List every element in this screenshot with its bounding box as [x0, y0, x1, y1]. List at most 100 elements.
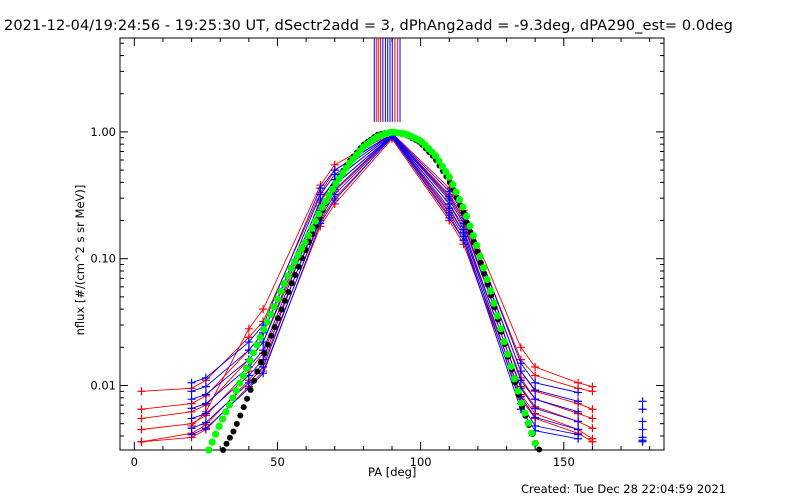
x-tick-label: 100: [410, 455, 432, 469]
fit-point: [212, 430, 220, 438]
fit-point: [504, 350, 512, 358]
data-point-marker: [516, 343, 525, 352]
series-line: [141, 138, 593, 443]
fit-point: [215, 422, 223, 430]
data-point-marker: [574, 388, 583, 397]
fit-point: [536, 446, 543, 453]
series-line: [192, 135, 643, 422]
data-point-marker: [588, 382, 597, 391]
fit-point: [218, 415, 227, 423]
data-point-marker: [574, 407, 583, 416]
data-point-marker: [259, 369, 268, 378]
data-point-marker: [531, 395, 540, 404]
created-timestamp: Created: Tue Dec 28 22:04:59 2021: [521, 482, 727, 496]
fit-point: [232, 387, 240, 395]
fit-curves: [205, 128, 543, 454]
data-point-marker: [574, 434, 583, 443]
fit-point: [438, 162, 446, 170]
fit-point: [469, 232, 477, 240]
fit-point: [335, 174, 343, 182]
fit-point: [486, 287, 495, 295]
data-point-marker: [516, 376, 525, 385]
fit-point: [253, 341, 261, 349]
data-point-marker: [531, 404, 540, 413]
vertical-marks: [373, 38, 401, 122]
fit-point: [270, 303, 278, 311]
y-tick-label: 1.00: [90, 125, 116, 139]
fit-point: [220, 447, 227, 453]
fit-point: [240, 404, 247, 411]
fit-point: [459, 203, 467, 211]
data-point-marker: [201, 409, 210, 418]
fit-point: [531, 439, 539, 447]
data-point-marker: [638, 405, 647, 414]
data-point-marker: [201, 424, 210, 433]
fit-point: [328, 185, 336, 193]
fit-point: [332, 179, 340, 188]
axis-ticks: 0 50 100 150 0.01 0.10 1.00: [90, 38, 664, 469]
page-title: 2021-12-04/19:24:56 - 19:25:30 UT, dSect…: [4, 18, 733, 34]
data-point-marker: [187, 430, 196, 439]
fit-point: [500, 338, 508, 346]
fit-point: [297, 245, 306, 253]
fit-point: [226, 434, 233, 441]
fit-point: [301, 238, 309, 246]
fit-point: [237, 412, 244, 419]
fit-point: [431, 152, 440, 160]
data-point-marker: [638, 397, 647, 406]
x-tick-label: 150: [553, 455, 575, 469]
fit-point: [243, 364, 251, 372]
data-point-marker: [638, 437, 647, 446]
data-point-marker: [459, 236, 468, 245]
fit-point: [315, 210, 323, 218]
data-point-marker: [574, 397, 583, 406]
fit-point: [476, 252, 484, 260]
y-tick-label: 0.10: [90, 252, 116, 266]
data-point-marker: [531, 413, 540, 422]
fit-point: [339, 169, 347, 177]
data-point-marker: [201, 390, 210, 399]
fit-point: [477, 259, 484, 266]
series-line: [192, 135, 643, 429]
fit-point: [462, 212, 470, 220]
fit-point: [452, 188, 460, 196]
fit-point: [449, 181, 457, 189]
fit-point: [223, 440, 230, 447]
fit-point: [249, 349, 257, 357]
series-red-1: [137, 130, 597, 414]
fit-point: [230, 428, 237, 435]
data-point-marker: [588, 414, 597, 423]
fit-point: [480, 264, 488, 272]
fit-point: [261, 350, 268, 357]
fit-point: [490, 299, 498, 307]
fit-point: [263, 318, 271, 326]
fit-point: [264, 341, 271, 348]
data-point-marker: [201, 399, 210, 408]
fit-point: [246, 357, 254, 365]
fit-point: [291, 258, 299, 266]
data-point-marker: [187, 387, 196, 396]
data-point-marker: [531, 386, 540, 395]
fit-point: [273, 295, 282, 303]
data-point-marker: [638, 425, 647, 434]
data-point-marker: [330, 196, 339, 205]
data-point-marker: [588, 424, 597, 433]
fit-point: [256, 333, 264, 341]
fit-point: [510, 375, 519, 383]
data-point-marker: [244, 338, 253, 347]
fit-point: [244, 395, 251, 402]
fit-point: [445, 173, 453, 181]
fit-point: [271, 324, 278, 331]
fit-point: [524, 419, 532, 427]
data-point-marker: [259, 305, 268, 314]
data-point-marker: [137, 387, 146, 396]
series-line: [192, 137, 643, 442]
fit-point: [284, 272, 292, 280]
fit-point: [294, 251, 302, 259]
data-point-marker: [516, 359, 525, 368]
data-point-marker: [588, 437, 597, 446]
fit-point: [435, 157, 443, 165]
data-series: [137, 128, 647, 446]
data-point-marker: [244, 324, 253, 333]
